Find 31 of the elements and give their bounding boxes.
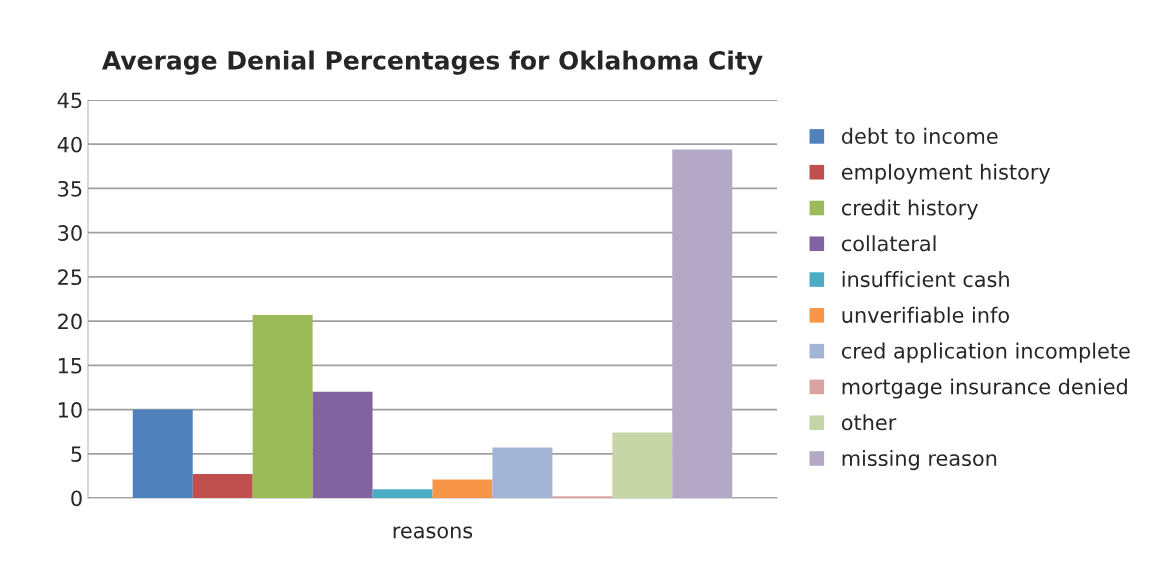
legend-label: cred application incomplete [841,342,1130,363]
bar [132,409,193,498]
x-axis-title: reasons [393,526,473,539]
bar [492,447,553,498]
legend-label: debt to income [841,127,998,144]
y-tick-label: 45 [57,92,82,109]
legend-label: mortgage insurance denied [842,378,1127,399]
legend-label: employment history [841,163,1051,184]
bar [372,489,433,498]
y-tick-label: 5 [71,446,82,462]
chart-title: Average Denial Percentages for Oklahoma City [101,50,763,75]
bar [612,432,673,498]
y-tick-label: 15 [58,358,82,374]
y-tick-label: 0 [71,490,82,507]
bar [192,474,253,498]
y-tick-label: 25 [58,269,82,286]
legend-label: insufficient cash [842,271,1009,288]
bar [252,314,313,498]
bar [312,391,373,498]
legend-label: credit history [841,199,978,220]
y-tick-label: 30 [58,225,82,241]
bar [432,479,493,498]
bar [672,149,733,498]
legend-label: missing reason [842,449,997,471]
y-tick-label: 40 [57,136,82,153]
legend-label: collateral [841,235,936,252]
y-tick-label: 35 [58,180,82,197]
y-tick-label: 20 [58,313,82,330]
y-tick-label: 10 [58,402,82,418]
legend-label: unverifiable info [842,306,1009,323]
legend-label: other [841,414,897,431]
